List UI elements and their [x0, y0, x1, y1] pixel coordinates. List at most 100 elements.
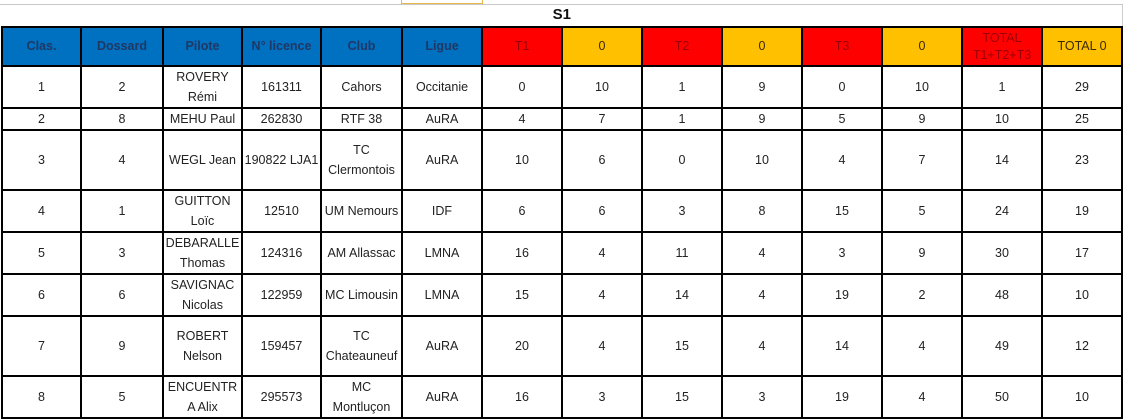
table-cell[interactable]: 7 — [1, 315, 82, 377]
table-cell[interactable]: 1 — [641, 65, 723, 109]
table-cell[interactable]: 14 — [801, 315, 883, 377]
column-header[interactable]: TOTAL 0 — [1041, 26, 1123, 67]
table-cell[interactable]: AuRA — [401, 129, 483, 191]
column-header[interactable]: T2 — [641, 26, 723, 67]
sheet-title[interactable]: S1 — [2, 4, 1123, 28]
table-cell[interactable]: 6 — [80, 273, 164, 317]
table-cell[interactable]: 4 — [561, 315, 643, 377]
table-cell[interactable]: 8 — [80, 107, 164, 131]
table-cell[interactable]: 5 — [1, 231, 82, 275]
table-cell[interactable]: 3 — [721, 375, 803, 419]
table-cell[interactable]: 48 — [961, 273, 1043, 317]
column-header[interactable]: 0 — [881, 26, 963, 67]
table-cell[interactable]: 9 — [721, 65, 803, 109]
table-cell[interactable]: 3 — [641, 189, 723, 233]
table-cell[interactable]: 50 — [961, 375, 1043, 419]
table-cell[interactable]: ENCUENTRA Alix — [162, 375, 243, 419]
table-cell[interactable]: 17 — [1041, 231, 1123, 275]
table-cell[interactable]: ROBERT Nelson — [162, 315, 243, 377]
table-cell[interactable]: IDF — [401, 189, 483, 233]
table-cell[interactable]: Occitanie — [401, 65, 483, 109]
table-cell[interactable]: 10 — [561, 65, 643, 109]
table-cell[interactable]: 9 — [881, 231, 963, 275]
column-header[interactable]: Pilote — [162, 26, 243, 67]
table-cell[interactable]: MC Montluçon — [320, 375, 403, 419]
table-cell[interactable]: 4 — [881, 315, 963, 377]
table-cell[interactable]: 12 — [1041, 315, 1123, 377]
table-cell[interactable]: 19 — [1041, 189, 1123, 233]
table-cell[interactable]: 3 — [80, 231, 164, 275]
table-cell[interactable]: 15 — [641, 315, 723, 377]
table-cell[interactable]: 2 — [881, 273, 963, 317]
table-cell[interactable]: 3 — [801, 231, 883, 275]
table-cell[interactable]: 4 — [721, 231, 803, 275]
table-cell[interactable]: 295573 — [241, 375, 322, 419]
table-cell[interactable]: AuRA — [401, 315, 483, 377]
table-cell[interactable]: 30 — [961, 231, 1043, 275]
table-cell[interactable]: 122959 — [241, 273, 322, 317]
table-cell[interactable]: WEGL Jean — [162, 129, 243, 191]
table-cell[interactable]: 8 — [1, 375, 82, 419]
table-cell[interactable]: 3 — [561, 375, 643, 419]
table-cell[interactable]: SAVIGNAC Nicolas — [162, 273, 243, 317]
column-header[interactable]: Clas. — [1, 26, 82, 67]
table-cell[interactable]: 6 — [1, 273, 82, 317]
table-cell[interactable]: AM Allassac — [320, 231, 403, 275]
table-cell[interactable]: RTF 38 — [320, 107, 403, 131]
table-cell[interactable]: 4 — [721, 315, 803, 377]
table-cell[interactable]: 14 — [641, 273, 723, 317]
table-cell[interactable]: 5 — [80, 375, 164, 419]
table-cell[interactable]: 7 — [561, 107, 643, 131]
table-cell[interactable]: 2 — [80, 65, 164, 109]
table-cell[interactable]: 4 — [801, 129, 883, 191]
table-cell[interactable]: 4 — [721, 273, 803, 317]
table-cell[interactable]: 159457 — [241, 315, 322, 377]
table-cell[interactable]: 19 — [801, 273, 883, 317]
column-header[interactable]: T3 — [801, 26, 883, 67]
table-cell[interactable]: 1 — [641, 107, 723, 131]
table-cell[interactable]: 15 — [641, 375, 723, 419]
table-cell[interactable]: 4 — [561, 273, 643, 317]
table-cell[interactable]: 9 — [881, 107, 963, 131]
table-cell[interactable]: TC Clermontois — [320, 129, 403, 191]
table-cell[interactable]: 49 — [961, 315, 1043, 377]
column-header[interactable]: Dossard — [80, 26, 164, 67]
table-cell[interactable]: 19 — [801, 375, 883, 419]
table-cell[interactable]: 20 — [481, 315, 563, 377]
table-cell[interactable]: 1 — [961, 65, 1043, 109]
column-header[interactable]: 0 — [721, 26, 803, 67]
table-cell[interactable]: 16 — [481, 375, 563, 419]
table-cell[interactable]: LMNA — [401, 273, 483, 317]
column-header[interactable]: Ligue — [401, 26, 483, 67]
table-cell[interactable]: 4 — [1, 189, 82, 233]
table-cell[interactable]: 9 — [721, 107, 803, 131]
table-cell[interactable]: 7 — [881, 129, 963, 191]
table-cell[interactable]: 4 — [80, 129, 164, 191]
column-header[interactable]: T1 — [481, 26, 563, 67]
table-cell[interactable]: 15 — [801, 189, 883, 233]
table-cell[interactable]: 12510 — [241, 189, 322, 233]
table-cell[interactable]: MC Limousin — [320, 273, 403, 317]
table-cell[interactable]: 10 — [1041, 375, 1123, 419]
table-cell[interactable]: 8 — [721, 189, 803, 233]
table-cell[interactable]: Cahors — [320, 65, 403, 109]
table-cell[interactable]: 4 — [561, 231, 643, 275]
table-cell[interactable]: 0 — [641, 129, 723, 191]
table-cell[interactable]: 5 — [801, 107, 883, 131]
table-cell[interactable]: 23 — [1041, 129, 1123, 191]
table-cell[interactable]: 6 — [481, 189, 563, 233]
table-cell[interactable]: 25 — [1041, 107, 1123, 131]
table-cell[interactable]: 10 — [1041, 273, 1123, 317]
table-cell[interactable]: TC Chateauneuf — [320, 315, 403, 377]
table-cell[interactable]: 5 — [881, 189, 963, 233]
table-cell[interactable]: 1 — [1, 65, 82, 109]
column-header[interactable]: TOTAL T1+T2+T3 — [961, 26, 1043, 67]
table-cell[interactable]: MEHU Paul — [162, 107, 243, 131]
table-cell[interactable]: 24 — [961, 189, 1043, 233]
table-cell[interactable]: 10 — [481, 129, 563, 191]
table-cell[interactable]: 29 — [1041, 65, 1123, 109]
table-cell[interactable]: 10 — [961, 107, 1043, 131]
table-cell[interactable]: 6 — [561, 129, 643, 191]
column-header[interactable]: Club — [320, 26, 403, 67]
table-cell[interactable]: 10 — [721, 129, 803, 191]
